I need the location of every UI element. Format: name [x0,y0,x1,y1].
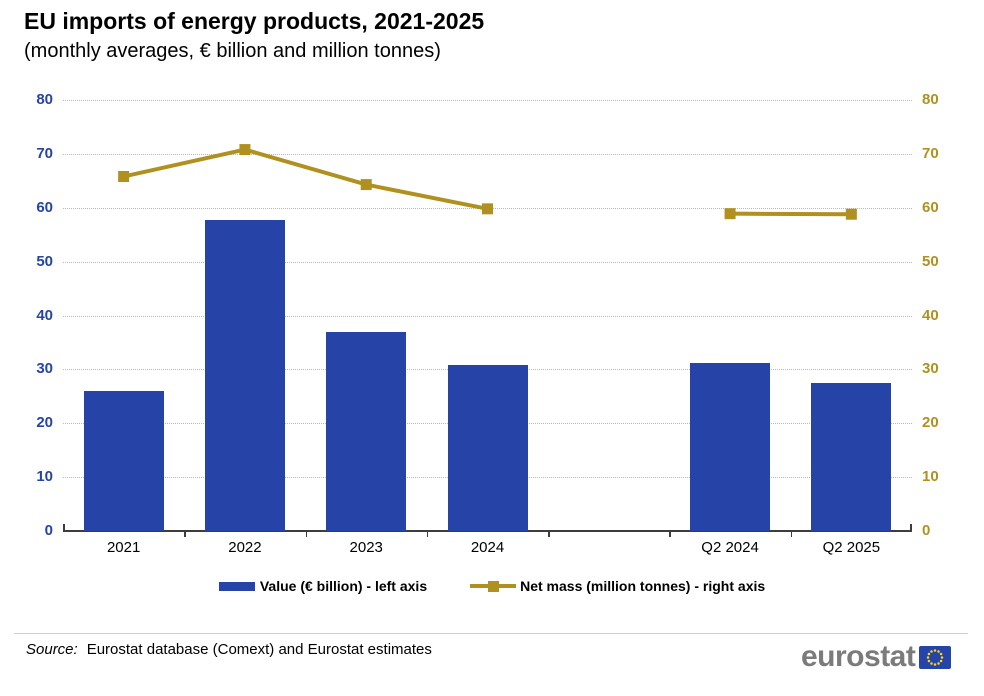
chart-subtitle: (monthly averages, € billion and million… [24,40,441,62]
x-axis-tick [305,532,308,537]
right-axis-tick: 80 [922,91,939,108]
left-axis-tick: 40 [36,306,53,324]
bar [447,364,528,531]
right-axis-tick: 10 [922,468,939,486]
left-axis-tick: 0 [44,522,53,539]
bar-swatch-icon [218,581,255,591]
bar [690,362,771,531]
x-axis-line [63,530,912,532]
left-axis-tick: 30 [36,360,53,378]
legend-label-value: Value (€ billion) - left axis [259,578,428,594]
left-axis-tick: 80 [36,91,53,108]
x-axis-tick [669,532,671,537]
legend-item-value: Value (€ billion) - left axis [218,578,428,594]
eu-flag-icon [919,645,952,669]
x-axis-label: 2024 [470,539,505,556]
legend-label-netmass: Net mass (million tonnes) - right axis [520,578,766,594]
legend: Value (€ billion) - left axis Net mass (… [0,578,984,594]
line-marker [482,203,493,215]
left-axis-tick: 20 [36,414,53,432]
gridline [63,261,912,263]
right-axis-tick: 20 [922,414,939,432]
axis-endcap [63,524,65,531]
right-axis-tick: 60 [922,198,939,216]
gridline [63,100,912,101]
x-axis-tick [790,532,793,537]
legend-item-netmass: Net mass (million tonnes) - right axis [470,578,765,594]
eurostat-logo-text: eurostat [801,640,916,673]
x-axis-label: Q2 2025 [822,539,881,556]
bar [326,331,407,531]
right-axis-tick: 40 [922,306,939,324]
source-text: Eurostat database (Comext) and Eurostat … [86,641,432,658]
bar [811,383,892,531]
source-note: Source: Eurostat database (Comext) and Eu… [26,641,432,658]
left-axis-tick: 70 [36,144,53,162]
net-mass-line [118,144,857,220]
axis-endcap [910,524,912,531]
source-label: Source: [26,641,78,658]
chart-title: EU imports of energy products, 2021-2025 [24,8,485,34]
left-axis-tick: 60 [36,198,53,216]
plot-area [63,100,912,537]
left-axis-tick: 50 [36,252,53,270]
right-axis-tick: 70 [922,144,939,162]
x-axis-tick [184,532,186,537]
line-marker [845,208,857,220]
line-marker [724,208,736,220]
x-axis-label: Q2 2024 [701,539,759,556]
x-axis-tick [548,532,550,537]
eurostat-logo: eurostat [801,640,952,674]
gridline [63,153,912,155]
right-axis-tick: 30 [922,360,939,378]
line-marker [360,179,372,191]
right-axis-tick: 50 [922,252,939,270]
x-axis-tick [426,532,429,537]
line-swatch-icon [470,580,517,592]
x-axis-label: 2021 [106,539,141,556]
x-axis-label: 2022 [228,539,262,556]
x-axis-label: 2023 [349,539,383,556]
line-marker [118,171,130,183]
right-axis-tick: 0 [922,522,931,539]
gridline [63,315,912,317]
line-marker [239,144,251,156]
footer-divider [14,633,968,634]
left-axis-tick: 10 [36,468,53,486]
bar [83,390,164,531]
bar [204,220,285,531]
combo-chart: 0 0 10 10 20 20 30 30 40 40 50 50 60 60 70 70 80 80 2021 2… [0,91,984,556]
